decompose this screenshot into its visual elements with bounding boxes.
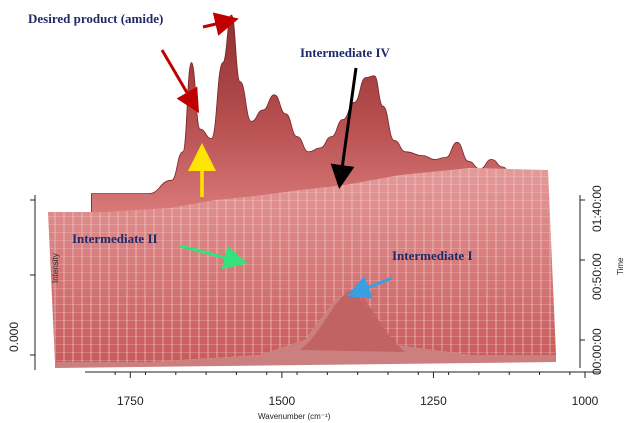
y-tick-label-0: 0.000 <box>7 322 21 352</box>
surface-texture <box>48 168 556 362</box>
z-tick-label-1: 00:50:00 <box>590 253 604 300</box>
arrow-intermediate-iv <box>330 67 358 189</box>
z-tick-label-2: 01:40:00 <box>590 185 604 232</box>
x-tick-label-2: 1250 <box>420 394 447 408</box>
arrow-intermediate-i <box>346 276 393 299</box>
x-tick-label-0: 1750 <box>117 394 144 408</box>
annotation-intermediate-iv: Intermediate IV <box>300 45 391 60</box>
intensity-axis-label: Intensity <box>51 253 60 283</box>
arrow-desired-product-peak-1 <box>160 49 200 114</box>
intensity-axis-ticks <box>30 199 35 356</box>
time-axis-ticks <box>580 199 585 341</box>
x-tick-label-3: 1000 <box>572 394 599 408</box>
z-tick-label-0: 00:00:00 <box>590 328 604 375</box>
arrow-intermediate-ii <box>179 244 248 270</box>
annotation-intermediate-ii: Intermediate II <box>72 231 158 246</box>
wavenumber-axis-ticks: 1750 1500 1250 1000 <box>114 372 599 408</box>
arrow-desired-product-peak-2 <box>202 12 239 36</box>
annotation-desired-product: Desired product (amide) <box>28 11 163 26</box>
wavenumber-axis-label: Wavenumber (cm⁻¹) <box>258 412 331 421</box>
x-tick-label-1: 1500 <box>269 394 296 408</box>
surface-base-edge <box>55 292 556 368</box>
annotation-intermediate-i: Intermediate I <box>392 248 473 263</box>
time-axis-label: Time <box>616 257 625 275</box>
